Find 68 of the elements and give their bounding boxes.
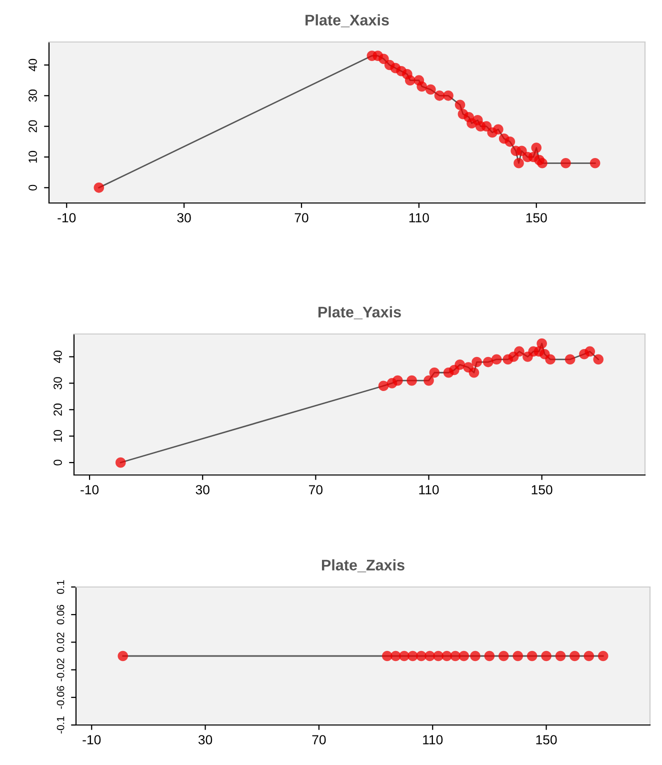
y-tick-label: 40 [28,58,37,72]
x-tick-label: 150 [532,485,552,494]
y-tick-label: -0.1 [56,716,64,734]
y-tick-label: 40 [54,350,62,364]
point [504,136,516,147]
y-tick-label: 0.1 [56,580,64,594]
point [429,367,440,378]
x-tick-label: 30 [177,213,191,222]
y-tick-label: 0 [28,184,37,190]
x-tick-label: 70 [312,735,326,744]
x-tick-label: 110 [419,485,439,494]
chart-title: Plate_Xaxis [306,14,389,28]
point [426,84,436,95]
x-tick-label: -10 [82,735,101,744]
point [560,158,571,168]
point [481,121,492,132]
y-tick-label: 30 [54,377,62,390]
point [454,360,465,370]
y-tick-label: 0 [54,460,62,466]
point [593,354,604,365]
x-tick-label: 30 [198,735,212,744]
x-tick-label: 150 [536,735,557,744]
point [392,375,403,386]
y-tick-label: 20 [54,404,62,416]
point [564,354,576,365]
point [115,457,126,468]
x-tick-label: 70 [309,485,323,494]
point [536,338,547,349]
point [545,354,556,365]
x-tick-label: -10 [58,213,76,222]
y-tick-label: 10 [54,430,62,442]
y-tick-label: 0.02 [56,632,64,652]
y-tick-label: 0.06 [56,604,64,624]
x-tick-label: 70 [294,213,308,222]
point [514,158,524,168]
chart-title: Plate_Yaxis [318,306,401,320]
point [491,354,502,365]
point [94,182,104,193]
x-tick-label: 110 [409,213,429,222]
point [406,375,417,386]
point [482,356,494,368]
point [424,375,434,386]
point [378,380,389,391]
point [590,158,600,168]
point [514,346,524,357]
point [584,346,596,357]
x-tick-label: -10 [80,485,99,494]
y-tick-label: 10 [28,150,37,163]
point [404,75,416,86]
x-tick-label: 150 [526,213,547,222]
y-tick-label: 20 [28,120,37,132]
y-tick-label: -0.06 [56,686,64,709]
x-tick-label: 30 [196,485,210,494]
y-tick-label: 30 [28,90,37,102]
point [531,142,542,153]
point [516,146,527,156]
point [493,124,504,135]
point [378,54,389,64]
x-tick-label: 110 [423,735,443,744]
point [537,158,548,168]
point [472,356,482,368]
point [443,90,454,101]
point [416,81,428,92]
point [454,100,466,110]
chart-title: Plate_Zaxis [322,559,404,572]
point [468,367,480,378]
y-tick-label: -0.02 [56,658,64,682]
point [434,90,445,101]
